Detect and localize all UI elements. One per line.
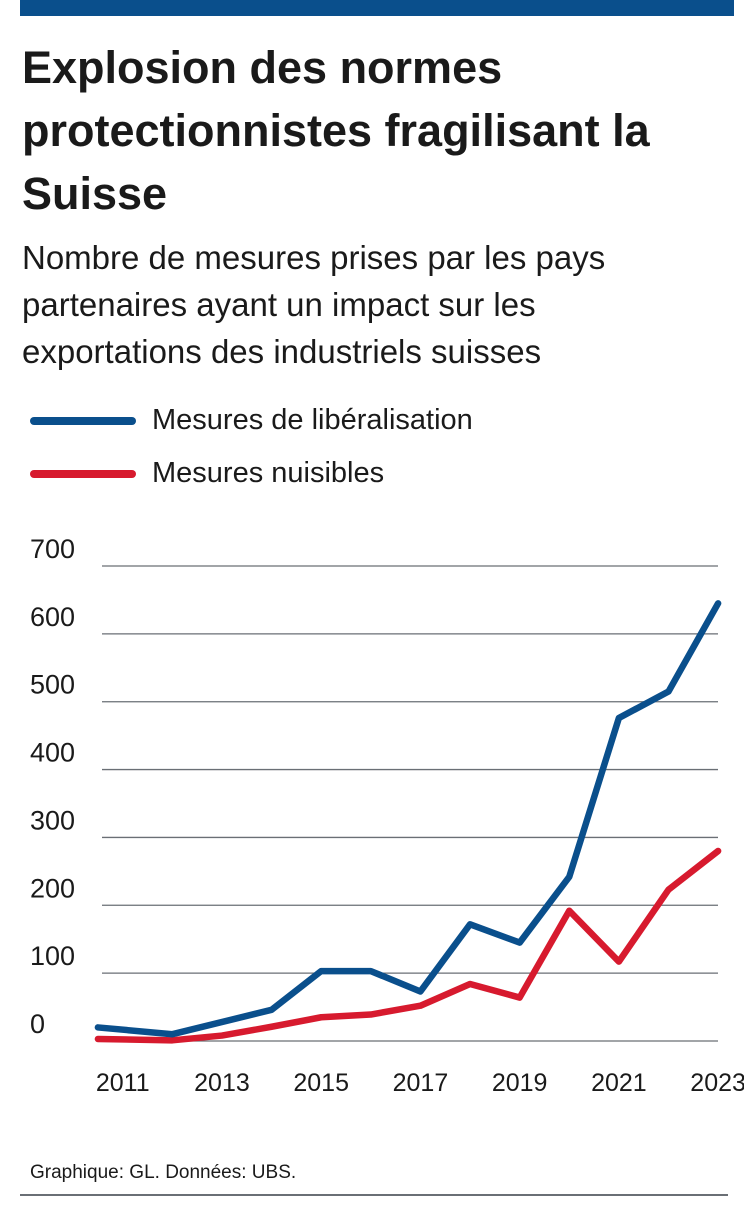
source-note: Graphique: GL. Données: UBS. (30, 1162, 297, 1183)
y-tick-label: 600 (30, 602, 75, 632)
x-tick-label: 2019 (492, 1069, 548, 1097)
line-chart: 0 100 200 300 400 500 600 700 2011 2013 2015 2017 20… (30, 534, 744, 1097)
legend-item-liberalisation: Mesures de libéralisation (30, 394, 473, 447)
x-tick-label: 2017 (393, 1069, 449, 1097)
chart-title: Explosion des normes protectionnistes fr… (22, 42, 650, 219)
legend-swatch-nuisibles (30, 469, 136, 478)
y-tick-label: 400 (30, 738, 75, 768)
y-tick-label: 700 (30, 534, 75, 564)
series-line-liberalisation (94, 600, 722, 1038)
y-tick-label: 200 (30, 873, 75, 903)
legend-item-nuisibles: Mesures nuisibles (30, 447, 473, 500)
legend-swatch-liberalisation (30, 416, 136, 425)
footer-divider (20, 1194, 728, 1196)
y-tick-label: 100 (30, 941, 75, 971)
legend-label-nuisibles: Mesures nuisibles (152, 457, 385, 489)
x-tick-label: 2015 (293, 1069, 349, 1097)
header-accent-bar (20, 0, 734, 16)
series-line-nuisibles (94, 847, 722, 1044)
x-tick-label: 2011 (96, 1069, 150, 1097)
y-tick-label: 0 (30, 1009, 45, 1039)
y-tick-label: 500 (30, 670, 75, 700)
chart-subtitle: Nombre de mesures prises par les pays pa… (22, 239, 606, 370)
x-tick-label: 2013 (194, 1069, 250, 1097)
legend-label-liberalisation: Mesures de libéralisation (152, 404, 473, 436)
x-tick-label: 2021 (591, 1069, 647, 1097)
x-tick-label: 2023 (690, 1069, 744, 1097)
legend: Mesures de libéralisation Mesures nuisib… (30, 394, 473, 500)
y-tick-label: 300 (30, 805, 75, 835)
